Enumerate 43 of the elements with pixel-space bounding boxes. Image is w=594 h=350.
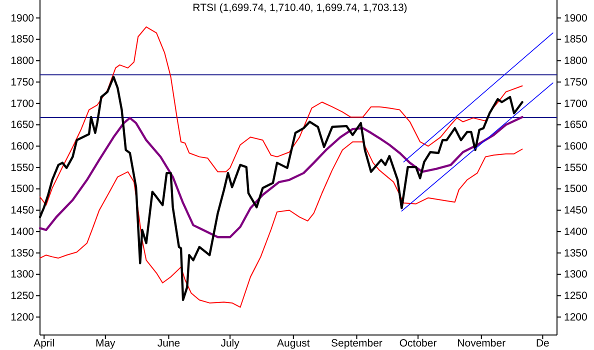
line-series [40,26,523,206]
y2-tick-label: 1900 [564,12,588,24]
y2-tick-label: 1200 [564,311,588,324]
x-tick-label: August [277,337,310,350]
y-tick-label: 1350 [10,247,34,260]
line-series [38,116,524,238]
y2-tick-label: 1750 [564,76,588,88]
y2-tick-label: 1500 [564,183,588,196]
x-tick-label: November [457,337,506,350]
y2-tick-label: 1800 [564,55,588,68]
x-tick-label: June [157,337,180,350]
y2-tick-label: 1250 [564,290,588,302]
y2-tick-label: 1450 [564,204,588,217]
y2-tick-label: 1650 [564,119,588,132]
y-tick-label: 1900 [10,12,34,24]
y2-tick-label: 1550 [564,162,588,174]
chart-title: RTSI (1,699.74, 1,710.40, 1,699.74, 1,703.13) [192,2,408,14]
y-tick-label: 1550 [10,162,34,174]
y2-tick-label: 1600 [564,140,588,152]
y-tick-label: 1300 [10,268,34,281]
y-tick-label: 1600 [10,140,34,152]
y-tick-label: 1450 [10,204,34,217]
y-tick-label: 1850 [10,34,34,46]
y-tick-label: 1200 [10,311,34,324]
y-tick-label: 1650 [10,119,34,132]
y2-tick-label: 1350 [564,247,588,260]
x-tick-label: April [34,337,55,350]
x-tick-label: De [536,337,550,350]
x-tick-label: May [95,337,116,350]
line-series [40,141,523,308]
y2-tick-label: 1700 [564,98,588,110]
x-tick-label: October [399,337,438,350]
x-tick-label: July [220,337,240,350]
y-tick-label: 1500 [10,183,34,196]
y2-tick-label: 1300 [564,268,588,281]
y2-tick-label: 1850 [564,34,588,46]
y-tick-label: 1250 [10,290,34,302]
x-tick-label: September [331,337,383,350]
y-tick-label: 1750 [10,76,34,88]
y-tick-label: 1700 [10,98,34,110]
y-tick-label: 1400 [10,226,34,238]
y-tick-label: 1800 [10,55,34,68]
y2-tick-label: 1400 [564,226,588,238]
